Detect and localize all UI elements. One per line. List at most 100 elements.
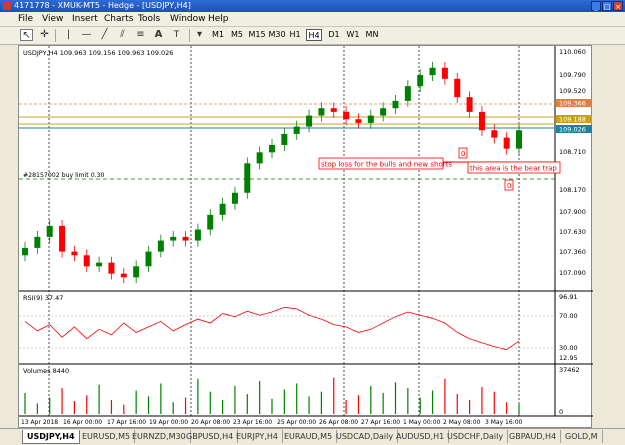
candle-body — [244, 163, 251, 193]
rsi-scale-label: 70.00 — [559, 312, 578, 320]
candle-body — [355, 119, 362, 123]
candle-body — [281, 133, 288, 145]
tf-m5[interactable]: M5 — [231, 30, 243, 39]
candle-body — [194, 229, 201, 241]
tab-usdchf-daily[interactable]: USDCHF,Daily — [443, 430, 509, 443]
price-label: 107.090 — [559, 269, 586, 277]
candle-body — [516, 130, 522, 149]
time-label: 27 Apr 16:00 — [361, 419, 400, 426]
price-label: 107.630 — [559, 228, 586, 236]
label-icon[interactable]: T — [173, 30, 180, 40]
marker1-box[interactable] — [458, 147, 468, 159]
tab-eurjpy-h4[interactable]: EURJPY,H4 — [232, 430, 284, 443]
minimize-button[interactable]: _ — [591, 1, 601, 11]
more-tools-icon[interactable]: ▾ — [196, 29, 203, 40]
price-label: 108.710 — [559, 148, 586, 156]
price-label: 109.026 — [559, 126, 586, 134]
toolbar: ↖ ✛ | — ╱ ⫽ ≡ A T ▾ M1 M5 M15 M30 H1 H4 … — [0, 27, 625, 45]
tab-euraud-m5[interactable]: EURAUD,M5 — [280, 430, 338, 443]
tf-m30[interactable]: M30 — [268, 30, 286, 39]
window-title: 4171778 - XMUK-MT5 - Hedge - [USDJPY,H4] — [14, 1, 191, 10]
menu-file[interactable]: File — [18, 14, 34, 24]
tab-usdcad-daily[interactable]: USDCAD,Daily — [332, 430, 399, 443]
crosshair-icon[interactable]: ✛ — [40, 29, 49, 40]
tf-mn[interactable]: MN — [365, 30, 379, 39]
toolbar-separator — [55, 29, 56, 42]
day-separators — [48, 46, 520, 416]
candle-body — [96, 262, 103, 267]
volume-scale-label: 0 — [559, 408, 563, 416]
candle-body — [367, 115, 374, 123]
channel-icon[interactable]: ⫽ — [120, 29, 125, 40]
candle-body — [429, 67, 436, 76]
candle-body — [330, 108, 337, 112]
candle-body — [157, 240, 164, 252]
close-button[interactable]: × — [613, 1, 623, 11]
horizontal-line-icon[interactable]: — — [81, 29, 92, 40]
volume-bars — [24, 377, 520, 414]
candle-body — [417, 75, 424, 87]
chart-window[interactable]: USDJPY,H4 109.963 109.156 109.963 109.02… — [18, 45, 593, 429]
tab-eurusd-m5[interactable]: EURUSD,M5 — [78, 430, 136, 443]
candle-body — [343, 111, 350, 120]
candle-body — [454, 78, 461, 98]
candle-body — [392, 100, 399, 109]
rsi-scale-label: 12.95 — [559, 354, 578, 362]
time-label: 25 Apr 00:00 — [277, 419, 316, 426]
marker2-text: 0 — [507, 182, 511, 190]
tf-m15[interactable]: M15 — [248, 30, 266, 39]
tab-usdjpy-h4[interactable]: USDJPY,H4 — [22, 430, 80, 444]
candle-body — [170, 236, 177, 241]
candle-body — [133, 266, 140, 278]
tf-h1[interactable]: H1 — [289, 30, 301, 39]
time-label: 20 Apr 08:00 — [191, 419, 230, 426]
candle-body — [46, 225, 53, 237]
menu-help[interactable]: Help — [208, 14, 229, 24]
trendline-icon[interactable]: ╱ — [101, 29, 108, 40]
time-label: 16 Apr 00:00 — [63, 419, 102, 426]
tf-w1[interactable]: W1 — [346, 30, 360, 39]
price-label: 109.790 — [559, 71, 586, 79]
time-label: 26 Apr 08:00 — [319, 419, 358, 426]
note1-box[interactable] — [318, 157, 444, 170]
menu-tools[interactable]: Tools — [138, 14, 161, 24]
tab-eurnzd-m30[interactable]: EURNZD,M30 — [128, 430, 191, 443]
menu-window[interactable]: Window — [170, 14, 206, 24]
fibonacci-icon[interactable]: ≡ — [136, 29, 145, 40]
marker2-box[interactable] — [504, 179, 514, 191]
vertical-line-icon[interactable]: | — [66, 29, 71, 40]
note2-box[interactable] — [467, 161, 561, 174]
tf-h4[interactable]: H4 — [306, 29, 322, 41]
menu-charts[interactable]: Charts — [104, 14, 134, 24]
cursor-icon[interactable]: ↖ — [20, 29, 33, 41]
candlestick-series — [22, 61, 522, 284]
tab-audusd-h1[interactable]: AUDUSD,H1 — [392, 430, 450, 443]
note2-text: this area is the bear trap — [470, 165, 557, 173]
text-icon[interactable]: A — [154, 29, 163, 40]
price-label: 107.900 — [559, 208, 586, 216]
window-titlebar: 4171778 - XMUK-MT5 - Hedge - [USDJPY,H4]… — [0, 0, 625, 12]
tab-gbpaud-h4[interactable]: GBPAUD,H4 — [505, 430, 562, 443]
rsi-scale-label: 30.00 — [559, 344, 578, 352]
tab-gbpusd-h4[interactable]: GBPUSD,H4 — [182, 430, 239, 443]
tab-gold-m[interactable]: GOLD,M — [561, 430, 603, 443]
candle-body — [59, 225, 66, 252]
tf-m1[interactable]: M1 — [212, 30, 224, 39]
right-panel-strip — [592, 45, 625, 428]
chart-canvas[interactable]: USDJPY,H4 109.963 109.156 109.963 109.02… — [19, 46, 593, 429]
candle-body — [503, 137, 510, 149]
candle-body — [256, 152, 263, 164]
candle-body — [207, 214, 214, 230]
left-panel-strip — [0, 45, 18, 428]
candle-body — [83, 255, 90, 267]
chart-symbol-label: USDJPY,H4 109.963 109.156 109.963 109.02… — [23, 49, 173, 57]
marker1-text: 0 — [461, 150, 465, 158]
volume-scale-label: 37462 — [559, 366, 580, 374]
menu-insert[interactable]: Insert — [72, 14, 98, 24]
candle-body — [22, 247, 28, 256]
maximize-button[interactable]: □ — [602, 1, 612, 11]
price-label: 110.060 — [559, 48, 586, 56]
time-label: 23 Apr 16:00 — [233, 419, 272, 426]
menu-view[interactable]: View — [42, 14, 64, 24]
tf-d1[interactable]: D1 — [328, 30, 340, 39]
